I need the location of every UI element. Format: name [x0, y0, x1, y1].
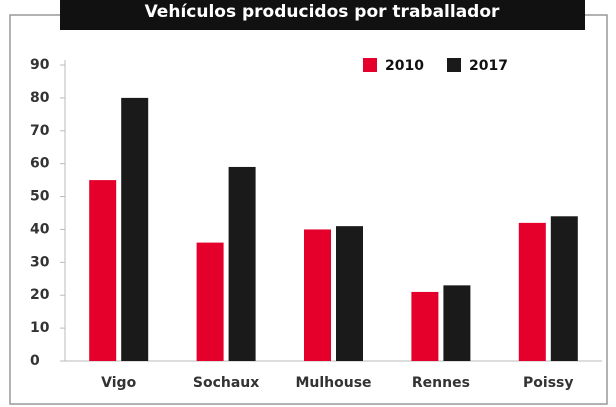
y-tick-label: 70: [30, 123, 50, 139]
legend-label: 2010: [385, 58, 424, 74]
y-tick-label: 20: [30, 287, 50, 303]
legend-label: 2017: [469, 58, 508, 74]
bar: [89, 180, 117, 361]
bar: [411, 291, 439, 361]
y-tick-label: 50: [30, 189, 50, 205]
bar: [443, 285, 471, 361]
x-tick-label: Vigo: [101, 375, 136, 391]
x-tick-label: Rennes: [412, 375, 470, 391]
bar: [336, 226, 363, 361]
bar: [196, 242, 224, 361]
y-tick-label: 60: [30, 156, 50, 172]
chart-title: Vehículos producidos por traballador: [145, 2, 500, 22]
x-tick-label: Mulhouse: [295, 375, 371, 391]
bar: [518, 222, 546, 361]
y-tick-label: 80: [30, 90, 50, 106]
legend-swatch: [363, 58, 377, 72]
y-tick-label: 0: [30, 353, 40, 369]
bar: [304, 229, 331, 361]
title-banner: [60, 0, 585, 30]
bar: [228, 166, 256, 361]
y-tick-label: 40: [30, 221, 50, 237]
y-tick-label: 30: [30, 254, 50, 270]
legend-swatch: [447, 58, 461, 72]
y-tick-label: 90: [30, 57, 50, 73]
x-tick-label: Poissy: [523, 375, 573, 391]
x-tick-label: Sochaux: [193, 375, 259, 391]
bar: [121, 97, 149, 361]
y-tick-label: 10: [30, 320, 50, 336]
bar: [550, 216, 578, 361]
